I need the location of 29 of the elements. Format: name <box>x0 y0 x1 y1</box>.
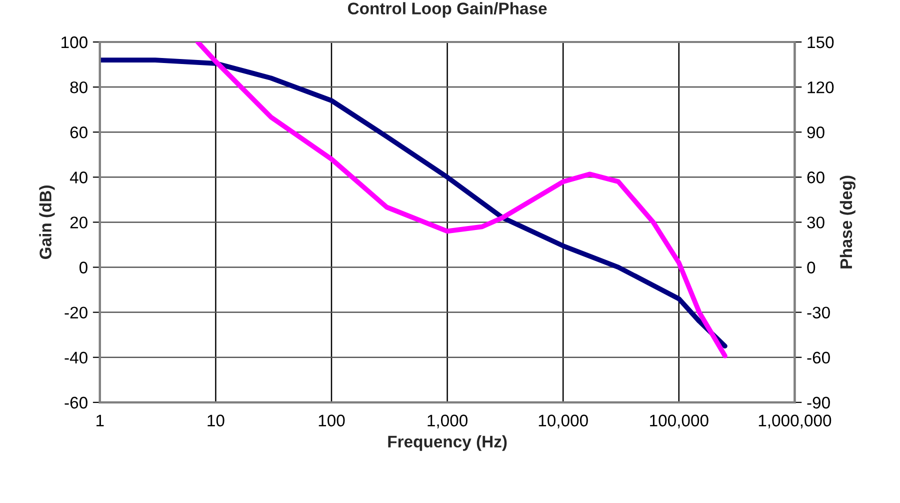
x-tick-label: 100,000 <box>650 414 708 428</box>
y-tick-label: 0 <box>79 262 88 274</box>
y-tick-label: 100 <box>62 36 88 48</box>
y2-axis-title: Phase (deg) <box>840 176 856 268</box>
chart-title: Control Loop Gain/Phase <box>348 2 547 18</box>
y-tick-label: 20 <box>70 216 88 228</box>
y2-tick-label: 60 <box>807 172 824 184</box>
y2-tick-label: 120 <box>808 81 834 94</box>
x-tick-label: 1,000,000 <box>758 414 832 428</box>
y-tick-label: 60 <box>70 126 88 138</box>
y2-tick-label: -90 <box>807 396 830 409</box>
y-tick-label: -40 <box>64 352 88 364</box>
x-tick-label: 100 <box>318 414 345 426</box>
y2-tick-label: -60 <box>807 352 830 364</box>
y2-tick-label: 0 <box>807 262 816 274</box>
x-axis-title: Frequency (Hz) <box>388 435 507 451</box>
y-tick-label: -20 <box>64 306 88 319</box>
y2-tick-label: -30 <box>807 306 830 319</box>
y-axis-title: Gain (dB) <box>39 186 55 260</box>
y-tick-label: -60 <box>64 396 88 409</box>
x-tick-label: 10 <box>208 414 224 426</box>
y2-tick-label: 90 <box>807 126 824 138</box>
x-tick-label: 1,000 <box>428 414 468 428</box>
y-tick-label: 40 <box>70 172 88 184</box>
y2-tick-label: 150 <box>808 36 834 48</box>
y-tick-label: 80 <box>70 81 88 94</box>
x-tick-label: 10,000 <box>538 414 588 428</box>
y2-tick-label: 30 <box>807 216 824 228</box>
x-tick-label: 1 <box>96 414 104 426</box>
